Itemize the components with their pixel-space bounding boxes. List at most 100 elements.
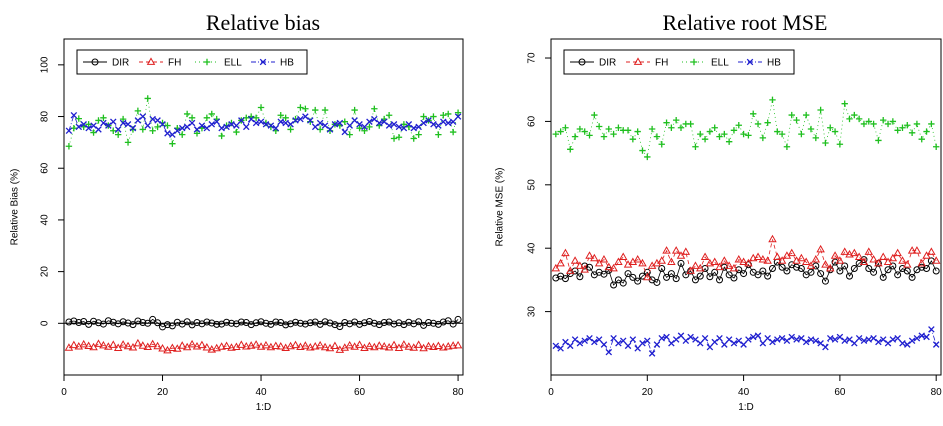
data-point-ell <box>321 106 329 114</box>
data-point-dir <box>296 319 304 327</box>
data-point-hb <box>749 333 757 341</box>
y-tick-label: 0 <box>40 320 51 326</box>
data-point-hb <box>634 345 641 352</box>
data-point-hb <box>846 336 853 343</box>
data-point-fh <box>585 251 594 259</box>
data-point-fh <box>177 341 187 349</box>
data-point-fh <box>266 342 276 351</box>
data-point-hb <box>70 111 78 119</box>
data-point-ell <box>851 111 858 119</box>
data-point-dir <box>600 270 608 278</box>
data-point-hb <box>169 131 176 138</box>
data-point-hb <box>624 342 632 350</box>
data-point-ell <box>351 106 358 114</box>
data-point-ell <box>827 124 834 131</box>
data-point-fh <box>575 261 585 269</box>
data-point-hb <box>802 338 810 346</box>
data-point-ell <box>672 116 680 124</box>
data-point-hb <box>174 127 181 135</box>
data-point-dir <box>356 320 364 328</box>
data-point-dir <box>903 267 911 275</box>
data-point-ell <box>571 133 579 140</box>
data-point-hb <box>252 119 260 127</box>
data-point-hb <box>552 342 560 350</box>
data-point-fh <box>927 247 936 255</box>
data-point-hb <box>321 122 329 129</box>
legend: DIR FH ELL HB <box>76 49 308 75</box>
data-point-hb <box>701 334 709 342</box>
data-point-fh <box>874 258 883 267</box>
data-point-hb <box>316 119 324 127</box>
x-tick-label: 20 <box>157 387 169 398</box>
data-point-dir <box>326 319 334 327</box>
data-point-ell <box>576 125 584 133</box>
data-point-hb <box>80 121 87 128</box>
data-point-dir <box>667 270 675 278</box>
data-point-ell <box>928 120 935 128</box>
chart-panel-2: Relative root MSE 0 20 40 60 80 30 40 50 60 70 1:D R… <box>495 10 943 413</box>
data-point-hb <box>297 115 304 123</box>
data-point-ell <box>798 130 805 138</box>
x-tick-label: 0 <box>548 387 554 398</box>
data-point-ell <box>692 143 699 150</box>
data-point-fh <box>705 258 715 267</box>
data-point-ell <box>179 131 186 138</box>
data-point-hb <box>904 341 911 348</box>
data-point-fh <box>370 342 379 351</box>
data-point-ell <box>904 122 911 129</box>
data-point-hb <box>581 337 588 345</box>
data-point-ell <box>759 134 767 142</box>
data-point-ell <box>774 128 781 135</box>
data-point-hb <box>841 337 848 345</box>
data-point-hb <box>341 128 349 136</box>
data-point-hb <box>711 338 718 346</box>
data-point-hb <box>812 337 820 345</box>
data-point-ell <box>764 119 771 126</box>
data-point-hb <box>562 338 569 346</box>
data-point-hb <box>331 121 339 128</box>
data-point-hb <box>400 124 408 132</box>
legend-marker-hb <box>259 58 267 66</box>
data-point-ell <box>449 128 457 136</box>
data-point-dir <box>764 272 772 280</box>
data-point-dir <box>879 273 887 281</box>
data-point-fh <box>109 340 118 348</box>
data-point-fh <box>256 342 266 350</box>
data-point-dir <box>841 262 849 270</box>
y-tick-label: 40 <box>527 242 538 254</box>
data-point-ell <box>395 134 403 141</box>
data-point-hb <box>605 348 613 356</box>
data-point-fh <box>202 342 212 351</box>
data-point-fh <box>898 256 907 264</box>
data-point-dir <box>65 318 73 326</box>
data-point-fh <box>643 272 652 281</box>
data-point-hb <box>351 117 358 124</box>
data-point-hb <box>644 337 651 345</box>
data-point-hb <box>440 118 447 125</box>
x-axis-label: 1:D <box>256 402 272 413</box>
x-axis-label: 1:D <box>738 402 754 413</box>
data-point-ell <box>144 95 151 102</box>
x-tick-label: 40 <box>738 387 750 398</box>
data-point-hb <box>668 340 675 347</box>
data-point-dir <box>198 320 206 328</box>
data-point-ell <box>356 124 363 132</box>
data-point-dir <box>918 263 926 271</box>
data-point-dir <box>272 318 280 326</box>
data-point-hb <box>213 118 220 125</box>
data-point-hb <box>238 117 245 124</box>
data-point-ell <box>908 129 916 137</box>
data-point-fh <box>570 256 580 264</box>
data-point-fh <box>715 262 724 271</box>
data-point-fh <box>251 340 261 348</box>
chart-title: Relative bias <box>206 10 320 35</box>
data-point-ell <box>802 111 810 119</box>
plot-frame <box>550 38 942 376</box>
data-point-fh <box>638 258 647 267</box>
data-point-hb <box>855 334 863 342</box>
data-point-hb <box>822 343 829 351</box>
data-point-ell <box>410 135 417 142</box>
data-point-ell <box>169 140 176 147</box>
data-point-fh <box>744 258 753 267</box>
data-point-dir <box>168 322 176 330</box>
